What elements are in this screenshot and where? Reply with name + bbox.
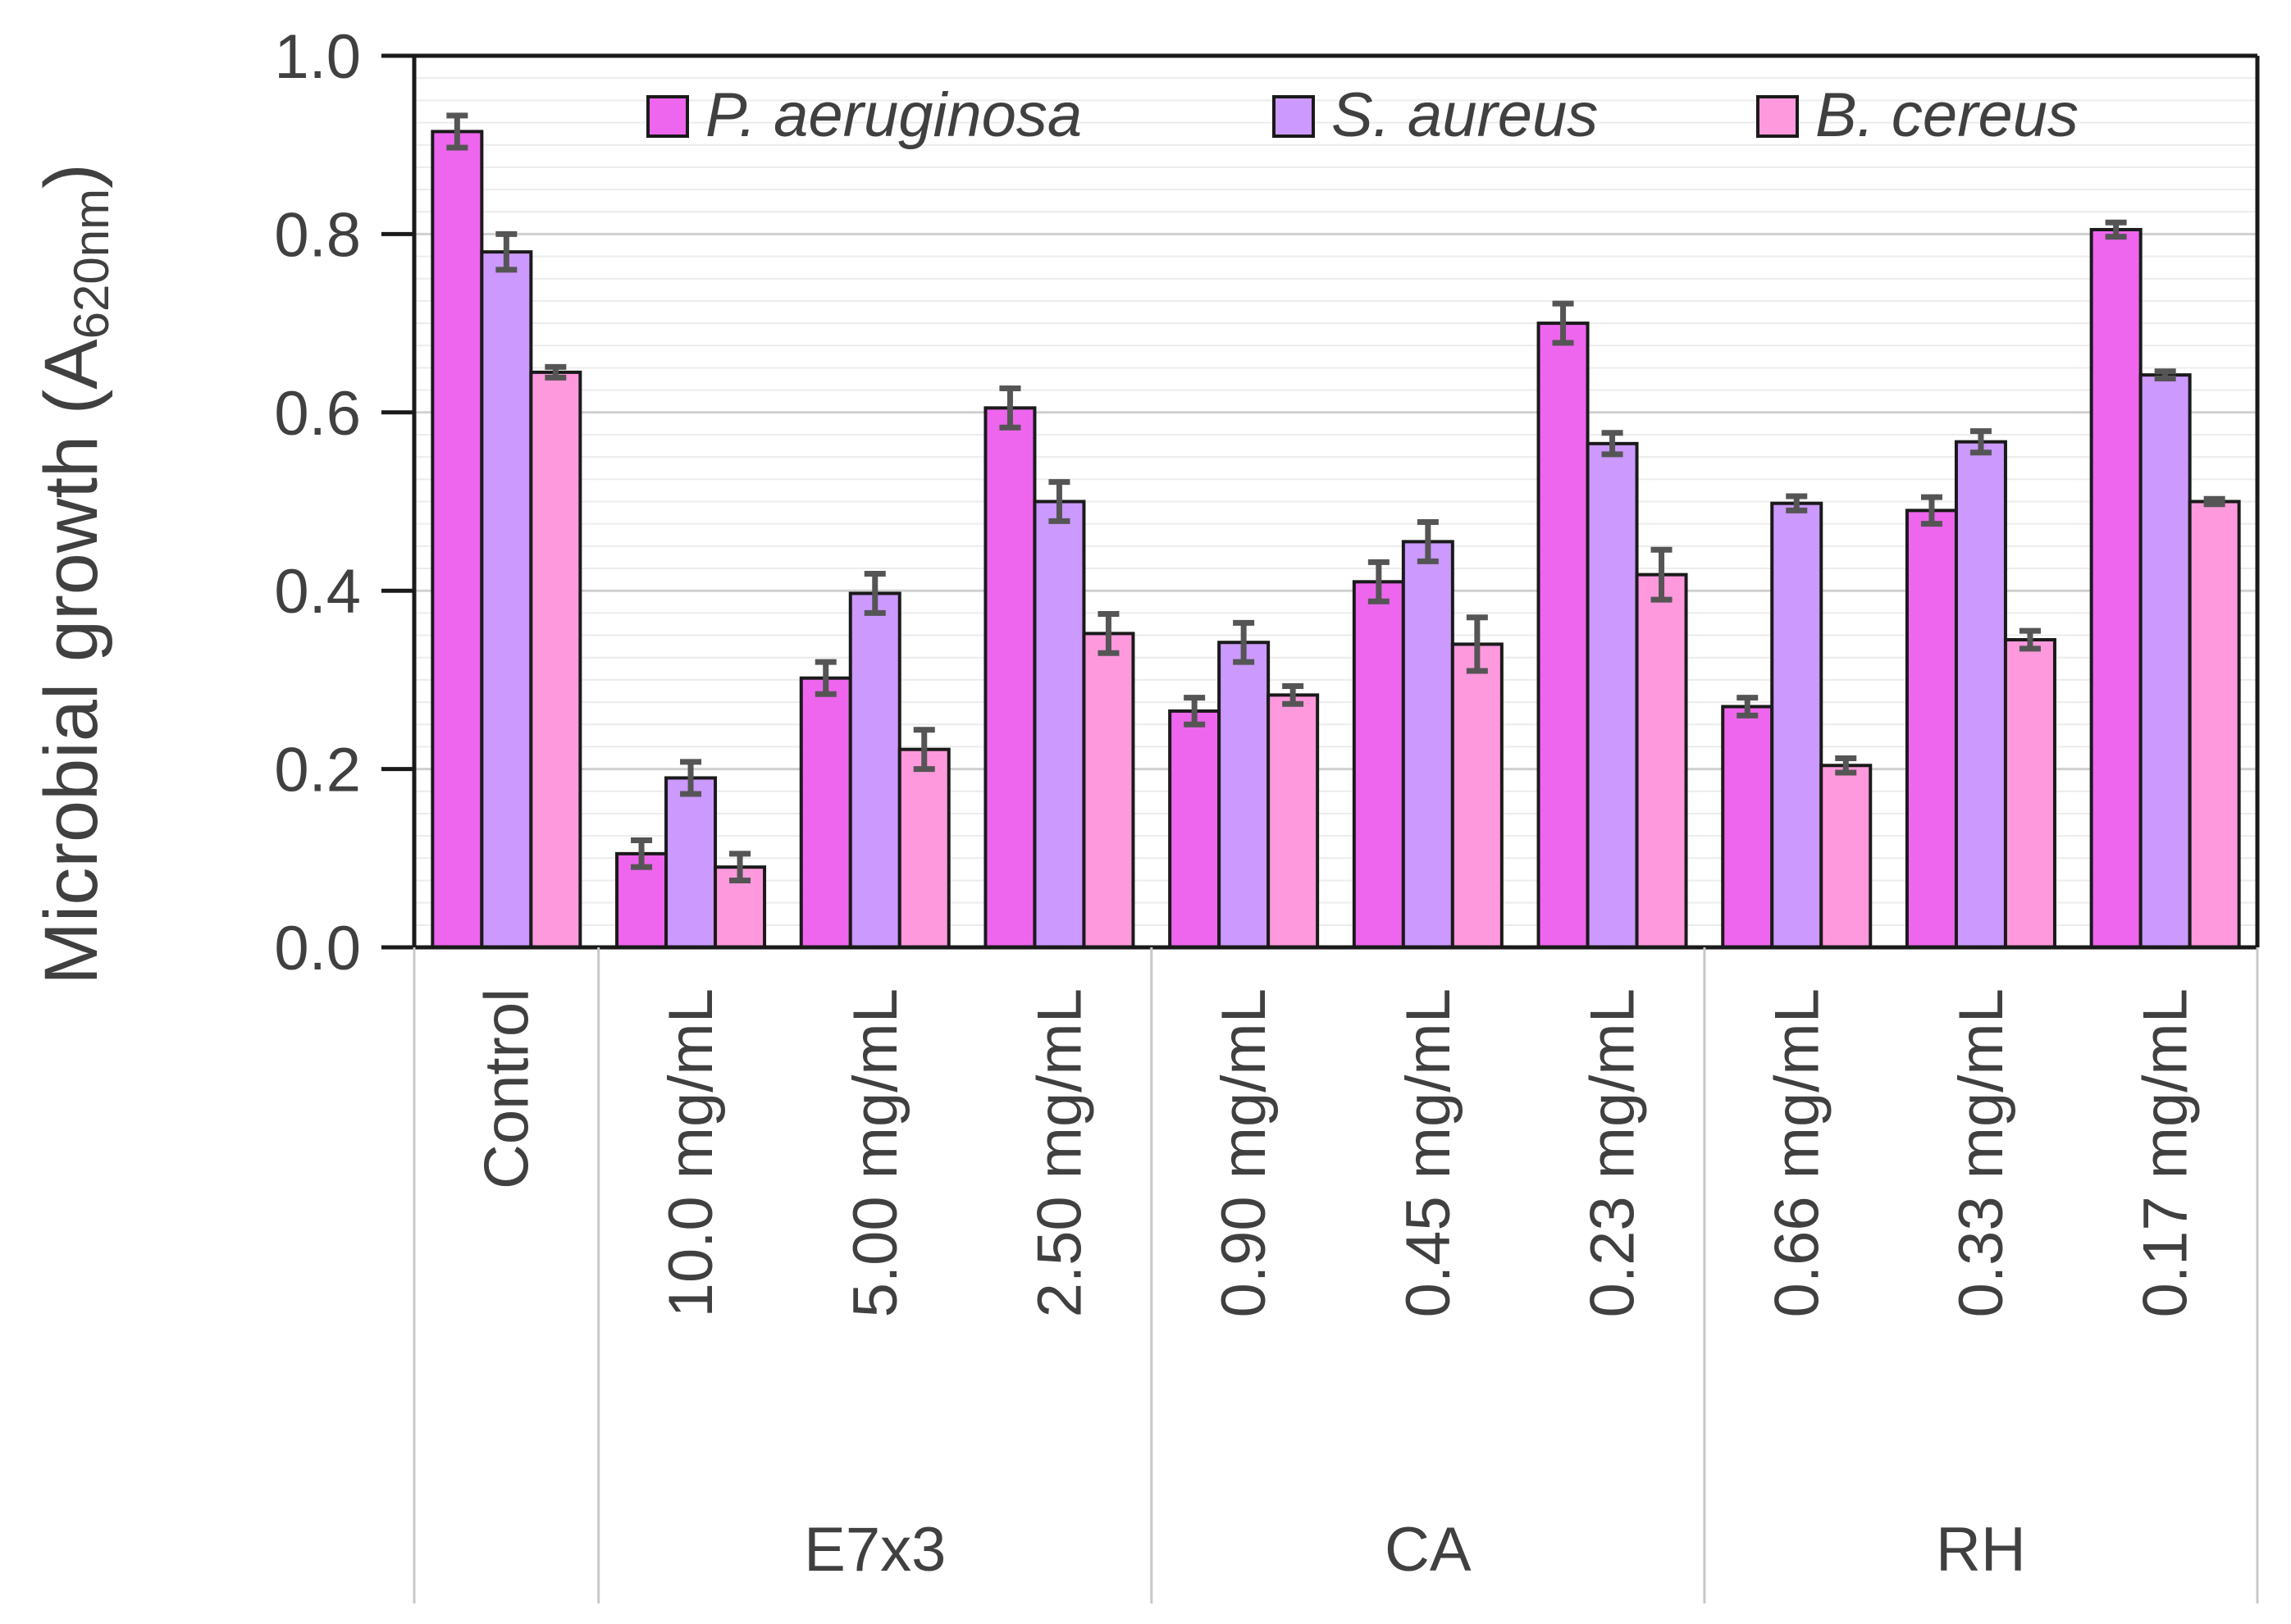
y-axis-title-subscript: 620nm (64, 189, 119, 339)
bar (1082, 632, 1135, 949)
bar (1819, 764, 1873, 950)
y-tick-label: 1.0 (274, 22, 361, 92)
y-tick-label: 0.8 (274, 200, 361, 270)
bars (431, 130, 2241, 950)
bar (1033, 500, 1086, 949)
bar (1635, 573, 1688, 949)
y-tick-label: 0.0 (274, 914, 361, 983)
x-group-labels: E7x3 CA RH (804, 1515, 2026, 1585)
y-axis-title: Microbial growth (A620nm) (30, 163, 119, 984)
bar (1266, 693, 1320, 950)
y-tick-labels: 0.0 0.2 0.4 0.6 0.8 1.0 (274, 22, 361, 983)
y-axis-title-main: Microbial growth (A (30, 339, 113, 985)
legend-label: S. aureus (1331, 80, 1598, 150)
legend: P. aeruginosa S. aureus B. cereus (646, 80, 2079, 150)
legend-label: P. aeruginosa (705, 80, 1082, 150)
bar (1954, 440, 2007, 949)
bar (897, 747, 951, 949)
x-category-label: 2.50 mg/mL (1025, 988, 1094, 1317)
legend-swatch (1756, 95, 1799, 138)
bar (1536, 322, 1590, 950)
bar (1168, 709, 1221, 949)
bar (1401, 540, 1454, 949)
bar (1586, 441, 1639, 949)
y-tick-label: 0.6 (274, 379, 361, 449)
x-group-label: CA (1385, 1515, 1472, 1585)
bar (2188, 500, 2241, 949)
bar (1217, 641, 1271, 949)
bar (664, 776, 718, 949)
y-tick-label: 0.2 (274, 736, 361, 805)
y-axis-title-close: ) (30, 163, 113, 189)
bar (2003, 637, 2056, 949)
x-category-label: 5.00 mg/mL (841, 988, 910, 1317)
legend-swatch (646, 95, 689, 138)
bar (1352, 580, 1405, 950)
axes (381, 53, 2260, 1603)
bar (529, 370, 582, 949)
bar (983, 406, 1037, 949)
bar (431, 130, 484, 949)
x-group-label: RH (1936, 1515, 2026, 1585)
x-group-label: E7x3 (804, 1515, 946, 1585)
x-category-label: 0.90 mg/mL (1209, 988, 1279, 1317)
x-category-label: 0.66 mg/mL (1762, 988, 1832, 1317)
bar (1450, 642, 1504, 949)
bar (799, 676, 852, 949)
x-category-label: 0.17 mg/mL (2131, 988, 2201, 1317)
legend-label: B. cereus (1815, 80, 2079, 150)
x-category-label: 0.23 mg/mL (1578, 988, 1648, 1317)
x-category-label: 0.45 mg/mL (1394, 988, 1463, 1317)
bar (1905, 509, 1958, 949)
x-category-label: 0.33 mg/mL (1946, 988, 2016, 1317)
bar (1721, 705, 1774, 949)
bar (2089, 227, 2143, 949)
bar (848, 591, 901, 949)
x-category-label: 10.0 mg/mL (656, 988, 726, 1317)
y-tick-label: 0.4 (274, 557, 361, 627)
x-category-labels: Control 10.0 mg/mL 5.00 mg/mL 2.50 mg/mL 0.9… (472, 988, 2200, 1317)
error-bars (446, 112, 2225, 883)
bar (1770, 501, 1823, 949)
bar (2138, 373, 2192, 949)
legend-swatch (1272, 95, 1315, 138)
bar (480, 250, 533, 949)
x-category-label: Control (472, 988, 541, 1189)
